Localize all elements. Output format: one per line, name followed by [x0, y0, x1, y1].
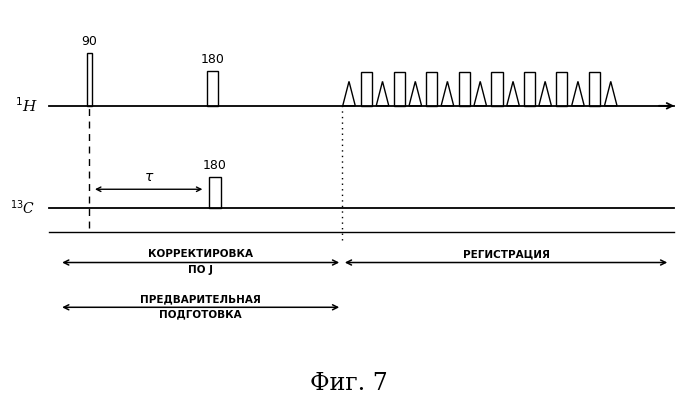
Bar	[491, 72, 503, 106]
Bar	[209, 177, 221, 208]
Text: ПРЕДВАРИТЕЛЬНАЯ: ПРЕДВАРИТЕЛЬНАЯ	[140, 294, 261, 304]
Bar	[426, 72, 437, 106]
Polygon shape	[376, 81, 389, 106]
Polygon shape	[604, 81, 617, 106]
Bar	[361, 72, 372, 106]
Text: ПОДГОТОВКА: ПОДГОТОВКА	[159, 309, 242, 319]
Text: 90: 90	[82, 35, 97, 48]
Bar	[589, 72, 600, 106]
Polygon shape	[507, 81, 519, 106]
Text: ПО J: ПО J	[188, 265, 213, 275]
Polygon shape	[343, 81, 355, 106]
Text: $^{13}$C: $^{13}$C	[10, 198, 36, 217]
Bar	[207, 71, 218, 106]
Text: Фиг. 7: Фиг. 7	[310, 372, 388, 395]
Bar	[556, 72, 567, 106]
Polygon shape	[441, 81, 454, 106]
Text: 180: 180	[201, 53, 225, 66]
Text: КОРРЕКТИРОВКА: КОРРЕКТИРОВКА	[148, 249, 253, 259]
Bar	[459, 72, 470, 106]
Text: 180: 180	[203, 159, 227, 172]
Text: РЕГИСТРАЦИЯ: РЕГИСТРАЦИЯ	[463, 249, 549, 259]
Polygon shape	[409, 81, 422, 106]
Polygon shape	[539, 81, 551, 106]
Bar	[87, 53, 92, 106]
Polygon shape	[474, 81, 487, 106]
Polygon shape	[572, 81, 584, 106]
Text: τ: τ	[145, 171, 154, 184]
Bar	[394, 72, 405, 106]
Text: $^{1}$H: $^{1}$H	[15, 96, 38, 115]
Bar	[524, 72, 535, 106]
